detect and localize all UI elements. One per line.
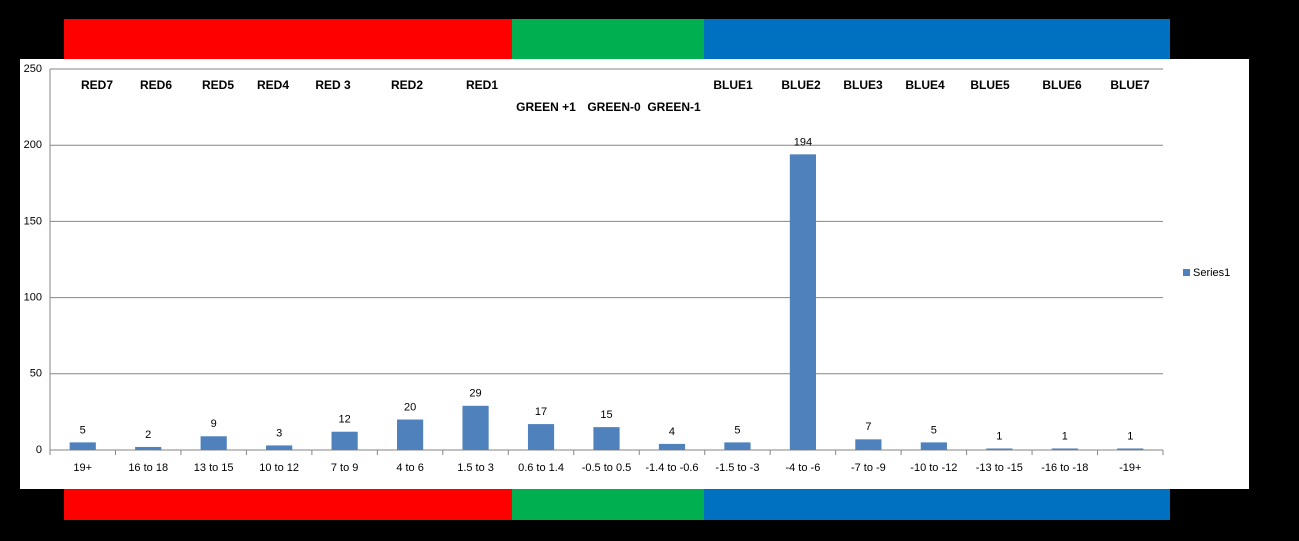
x-tick-label: -7 to -9 [851, 462, 886, 474]
annotation: RED5 [202, 78, 234, 92]
annotation: BLUE3 [843, 78, 883, 92]
data-label: 5 [734, 424, 740, 436]
bar [1117, 448, 1144, 450]
bar [266, 445, 293, 450]
x-tick-label: -1.4 to -0.6 [645, 462, 698, 474]
data-label: 12 [338, 414, 350, 426]
x-tick-label: -1.5 to -3 [715, 462, 759, 474]
data-label: 9 [211, 418, 217, 430]
bar [331, 431, 358, 450]
annotation: GREEN-0 [587, 100, 641, 114]
blue-band [704, 19, 1170, 59]
x-tick-label: -4 to -6 [785, 462, 820, 474]
annotation: GREEN +1 [516, 100, 576, 114]
chart-area [20, 59, 1249, 489]
data-label: 1 [1062, 430, 1068, 442]
annotation: BLUE6 [1042, 78, 1082, 92]
annotation: BLUE5 [970, 78, 1010, 92]
x-tick-label: -19+ [1119, 462, 1141, 474]
annotation: BLUE1 [713, 78, 753, 92]
bar [527, 424, 555, 450]
y-tick-label: 250 [24, 63, 42, 75]
annotation: RED 3 [315, 78, 351, 92]
y-tick-label: 200 [24, 139, 42, 151]
bar [593, 427, 620, 450]
bar [658, 443, 686, 450]
annotation: RED4 [257, 78, 289, 92]
bar [1051, 448, 1078, 450]
x-tick-label: -13 to -15 [976, 462, 1023, 474]
data-label: 17 [535, 406, 547, 418]
annotation: BLUE2 [781, 78, 821, 92]
y-tick-label: 50 [30, 368, 42, 380]
bar [920, 442, 947, 450]
bar [396, 419, 424, 450]
x-tick-label: 13 to 15 [194, 462, 234, 474]
data-label: 1 [1127, 430, 1133, 442]
x-tick-label: 10 to 12 [259, 462, 299, 474]
y-tick-label: 150 [24, 215, 42, 227]
annotation: RED6 [140, 78, 172, 92]
x-tick-label: 7 to 9 [331, 462, 359, 474]
y-tick-label: 0 [36, 444, 42, 456]
bar [135, 446, 162, 450]
red-band [64, 489, 512, 520]
x-tick-label: 19+ [73, 462, 92, 474]
bar [855, 439, 882, 450]
legend-swatch [1183, 269, 1190, 276]
red-band [64, 19, 512, 59]
x-tick-label: 16 to 18 [128, 462, 168, 474]
blue-band [704, 489, 1170, 520]
bar [986, 448, 1013, 450]
annotation: RED2 [391, 78, 423, 92]
green-band [512, 19, 704, 59]
x-tick-label: 1.5 to 3 [457, 462, 494, 474]
bar [724, 442, 751, 450]
x-tick-label: 0.6 to 1.4 [518, 462, 564, 474]
annotation: BLUE7 [1110, 78, 1150, 92]
x-tick-label: -10 to -12 [910, 462, 957, 474]
bar [789, 154, 817, 450]
data-label: 15 [600, 409, 612, 421]
data-label: 7 [865, 421, 871, 433]
data-label: 194 [794, 136, 812, 148]
x-tick-label: -0.5 to 0.5 [582, 462, 632, 474]
data-label: 2 [145, 429, 151, 441]
y-tick-label: 100 [24, 292, 42, 304]
bar [69, 442, 96, 450]
legend-label: Series1 [1193, 267, 1230, 279]
green-band [512, 489, 704, 520]
data-label: 5 [931, 424, 937, 436]
data-label: 4 [669, 426, 675, 438]
data-label: 20 [404, 401, 416, 413]
bar [462, 405, 489, 450]
annotation: BLUE4 [905, 78, 945, 92]
data-label: 3 [276, 427, 282, 439]
data-label: 1 [996, 430, 1002, 442]
bar [200, 436, 227, 450]
x-tick-label: -16 to -18 [1041, 462, 1088, 474]
annotation: RED1 [466, 78, 498, 92]
x-tick-label: 4 to 6 [396, 462, 424, 474]
data-label: 5 [80, 424, 86, 436]
annotation: RED7 [81, 78, 113, 92]
annotation: GREEN-1 [647, 100, 701, 114]
data-label: 29 [469, 388, 481, 400]
